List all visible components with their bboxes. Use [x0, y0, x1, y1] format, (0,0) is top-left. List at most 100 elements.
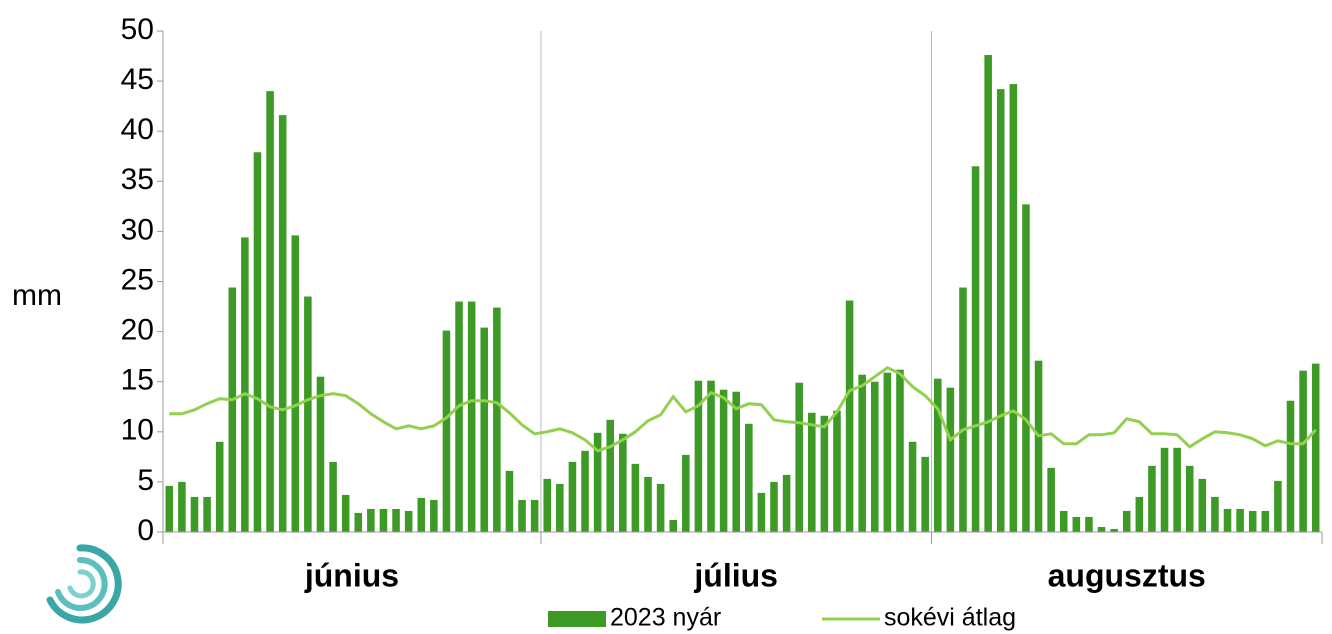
bar	[694, 380, 703, 532]
bar	[870, 381, 879, 532]
legend-label: 2023 nyár	[610, 604, 721, 632]
bar	[933, 378, 942, 532]
bar	[1286, 400, 1295, 532]
bar	[568, 461, 577, 532]
bar	[732, 391, 740, 532]
y-tick-label: 0	[137, 514, 154, 547]
bar	[1261, 510, 1270, 532]
x-group-label: július	[693, 557, 778, 593]
bar	[291, 235, 300, 532]
bar	[417, 497, 426, 532]
bar	[518, 499, 526, 532]
bar	[215, 441, 224, 532]
y-tick-label: 50	[121, 13, 154, 46]
bar	[1211, 496, 1219, 532]
bar	[959, 287, 967, 532]
bar	[1311, 363, 1320, 532]
bar	[795, 382, 803, 532]
bar	[1248, 510, 1257, 532]
bar	[543, 478, 552, 532]
bar	[682, 454, 690, 532]
bar	[1110, 528, 1118, 532]
bar	[845, 300, 854, 532]
bar	[266, 91, 274, 533]
y-tick-label: 45	[121, 63, 154, 96]
bar	[719, 389, 728, 532]
bar	[908, 441, 917, 532]
y-tick-label: 10	[121, 414, 154, 447]
bar	[808, 412, 816, 532]
bar	[329, 461, 337, 532]
bar	[467, 301, 476, 532]
y-axis-label: mm	[12, 279, 62, 312]
bar	[883, 372, 892, 532]
bar	[1185, 465, 1194, 532]
bar	[1236, 508, 1244, 532]
bar	[858, 374, 866, 532]
bar	[530, 499, 539, 532]
bar	[1160, 447, 1169, 532]
bar	[1122, 510, 1131, 532]
bar	[606, 419, 615, 532]
y-tick-label: 40	[121, 113, 154, 146]
bar	[1097, 526, 1106, 532]
bar	[833, 410, 841, 532]
bar	[1223, 508, 1232, 532]
bar	[1022, 204, 1030, 532]
bar	[1034, 360, 1043, 532]
bar	[707, 380, 715, 532]
bar	[392, 508, 400, 532]
bar	[745, 423, 753, 532]
bar	[921, 456, 929, 532]
bar	[404, 510, 413, 532]
bar	[430, 499, 438, 532]
y-tick-label: 5	[137, 464, 154, 497]
bar	[165, 485, 174, 532]
bar	[1009, 84, 1018, 532]
bar	[757, 492, 766, 532]
y-tick-label: 25	[121, 263, 154, 296]
bar	[669, 519, 677, 532]
bar	[1148, 465, 1156, 532]
bar	[1047, 467, 1055, 532]
bar	[581, 450, 589, 532]
bar	[631, 463, 640, 532]
bar	[1085, 516, 1093, 532]
bar	[241, 237, 249, 533]
bar	[442, 330, 451, 532]
bar	[593, 432, 602, 532]
bar	[493, 307, 501, 532]
bar	[341, 494, 350, 532]
bar	[190, 496, 199, 532]
bar	[178, 481, 186, 532]
bar	[253, 152, 262, 532]
bar	[1059, 510, 1068, 532]
y-tick-label: 20	[121, 314, 154, 347]
bar	[619, 433, 627, 532]
legend-label: sokévi átlag	[884, 604, 1016, 632]
bar	[354, 512, 363, 532]
bar	[984, 55, 992, 532]
y-tick-label: 15	[121, 364, 154, 397]
bar	[1173, 447, 1181, 532]
bar	[1299, 370, 1307, 532]
bar	[782, 474, 791, 532]
bar	[379, 508, 388, 532]
bar	[203, 496, 211, 532]
bar	[556, 483, 564, 532]
bar	[656, 483, 665, 532]
bar	[367, 508, 375, 532]
bar	[896, 369, 904, 532]
x-group-label: június	[304, 557, 399, 593]
bar	[316, 376, 325, 532]
bar	[455, 301, 463, 532]
bar	[971, 166, 980, 532]
bar	[278, 115, 287, 532]
bar	[946, 387, 955, 532]
bar	[644, 476, 652, 532]
bar	[1274, 480, 1282, 532]
bar	[996, 89, 1005, 532]
bar	[770, 481, 778, 532]
